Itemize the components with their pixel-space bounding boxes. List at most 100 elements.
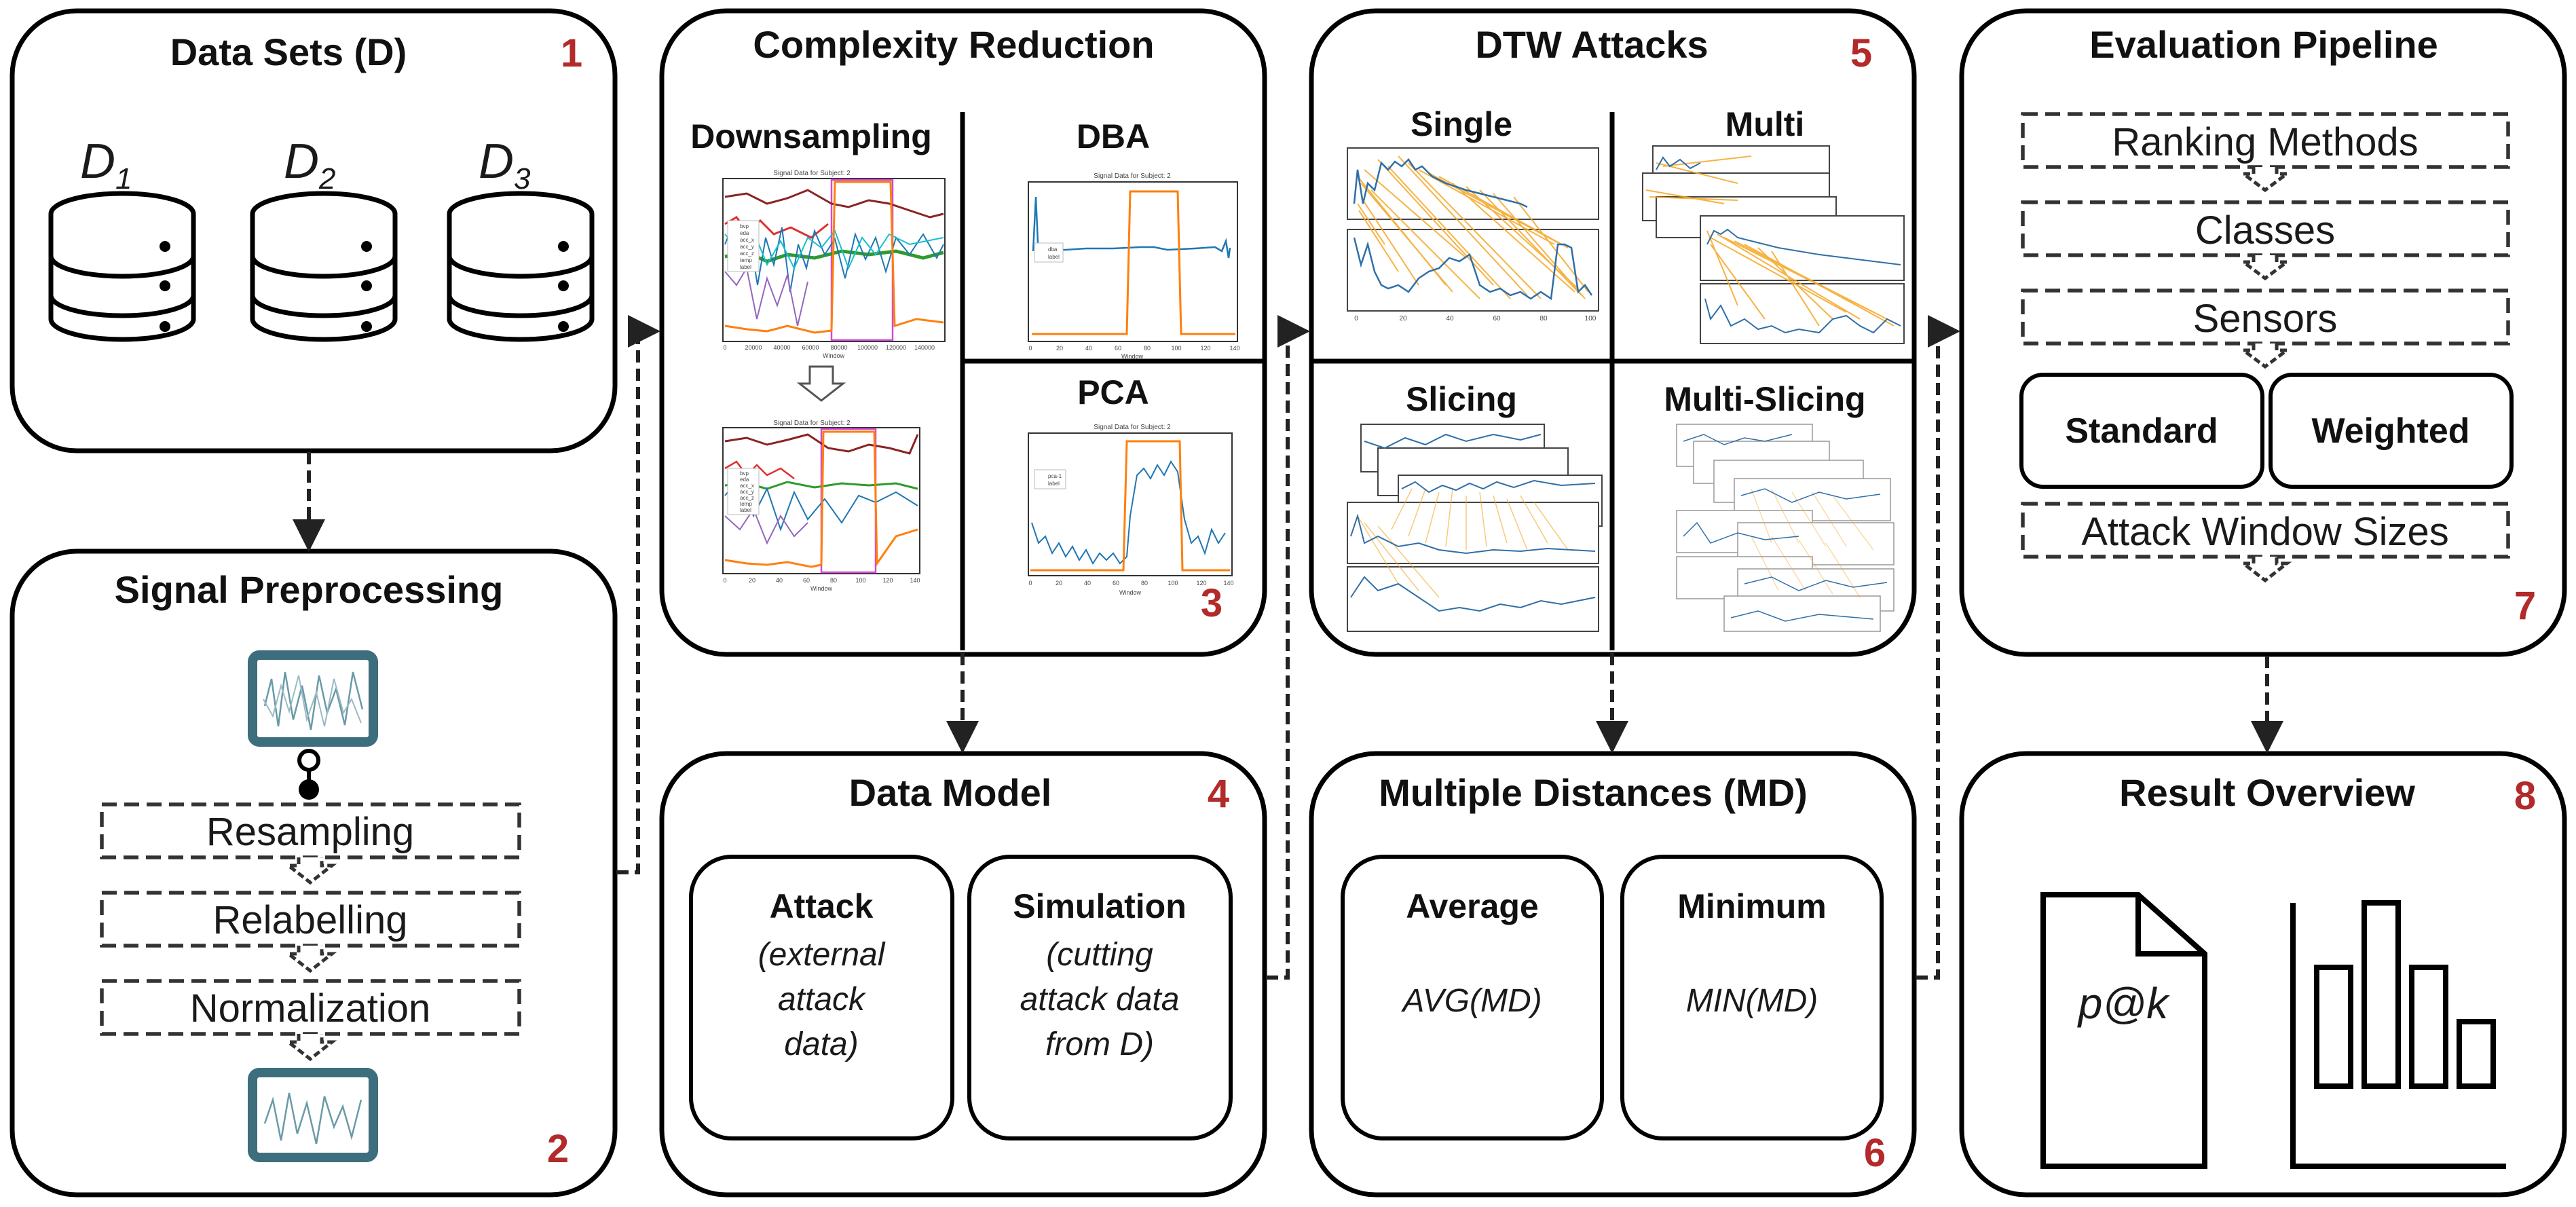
svg-text:20000: 20000 [745,344,762,351]
svg-text:Window: Window [810,585,833,592]
distances-panel: Multiple Distances (MD) 6 Average AVG(MD… [1311,754,1914,1195]
svg-text:attack: attack [778,982,867,1018]
svg-text:label: label [740,264,751,270]
svg-text:40: 40 [776,577,783,584]
dtw-title: DTW Attacks [1475,23,1708,66]
results-title: Result Overview [2119,771,2415,814]
svg-text:bvp: bvp [740,470,749,477]
simulation-box: Simulation (cutting attack data from D) [969,857,1231,1138]
multi-label: Multi [1725,105,1805,143]
complexity-title: Complexity Reduction [753,23,1154,66]
svg-text:Resampling: Resampling [206,810,414,854]
svg-text:dba: dba [1048,246,1058,253]
svg-text:Signal Data for Subject: 2: Signal Data for Subject: 2 [773,170,851,177]
signal-monitor-icon [253,655,373,742]
average-box: Average AVG(MD) [1343,857,1602,1138]
svg-text:100: 100 [855,577,865,584]
svg-text:40: 40 [1085,345,1092,352]
complexity-number: 3 [1201,581,1222,625]
single-label: Single [1411,105,1512,143]
svg-text:0: 0 [1028,580,1032,587]
svg-text:120: 120 [1200,345,1210,352]
classes-step: Classes [2023,202,2508,255]
svg-text:0: 0 [723,344,726,351]
svg-text:from D): from D) [1045,1026,1154,1062]
svg-text:100: 100 [1168,580,1178,587]
svg-text:80: 80 [1144,345,1151,352]
svg-text:Relabelling: Relabelling [213,898,408,942]
svg-text:acc_y: acc_y [740,244,754,250]
svg-text:Classes: Classes [2195,208,2335,253]
svg-text:60: 60 [803,577,810,584]
pca-plot: Signal Data for Subject: 2 pca-1 label 0… [1028,424,1234,596]
database-icon [253,193,395,339]
minimum-box: Minimum MIN(MD) [1622,857,1882,1138]
distances-title: Multiple Distances (MD) [1379,771,1808,814]
svg-text:20: 20 [1399,315,1407,322]
document-icon: p@k [2043,895,2205,1166]
results-panel: Result Overview 8 p@k [1962,754,2564,1195]
svg-text:100000: 100000 [857,344,878,351]
slicing-attack-plot [1347,424,1602,631]
svg-text:80: 80 [1539,315,1548,322]
standard-option: Standard [2021,375,2262,487]
svg-text:acc_y: acc_y [740,489,754,495]
svg-text:Minimum: Minimum [1677,887,1826,925]
svg-text:(external: (external [758,937,886,973]
svg-text:Window: Window [1121,353,1144,360]
svg-text:Window: Window [823,352,845,359]
svg-text:20: 20 [1056,580,1062,587]
resampling-step: Resampling [102,804,519,857]
svg-text:100: 100 [1171,345,1181,352]
svg-text:Simulation: Simulation [1013,887,1187,925]
svg-text:120000: 120000 [886,344,906,351]
svg-text:80: 80 [1141,580,1148,587]
svg-text:120: 120 [1196,580,1206,587]
svg-text:20: 20 [749,577,755,584]
svg-text:40: 40 [1084,580,1091,587]
svg-text:Signal Data for Subject: 2: Signal Data for Subject: 2 [773,420,851,427]
evaluation-panel: Evaluation Pipeline 7 Ranking Methods Cl… [1962,11,2564,654]
precision-at-k-label: p@k [2077,979,2171,1028]
svg-text:Weighted: Weighted [2311,411,2469,451]
dba-label: DBA [1077,117,1150,155]
preprocessing-panel: Signal Preprocessing 2 Resampling Relabe… [12,551,615,1195]
downsampling-raw-plot: Signal Data for Subject: 2 bvp eda acc_x… [723,170,945,359]
svg-text:data): data) [784,1026,858,1062]
data-model-number: 4 [1208,772,1229,816]
svg-text:40000: 40000 [773,344,790,351]
distances-number: 6 [1864,1131,1886,1175]
svg-text:label: label [1048,481,1060,487]
complexity-panel: Complexity Reduction 3 Downsampling DBA … [662,11,1265,654]
svg-text:60: 60 [1493,315,1501,322]
preprocessing-title: Signal Preprocessing [115,568,504,611]
svg-text:temp: temp [740,257,752,263]
svg-text:0: 0 [723,577,726,584]
svg-text:140: 140 [910,577,920,584]
dba-plot: Signal Data for Subject: 2 dba label 0 2… [1028,172,1240,360]
svg-text:Window: Window [1119,589,1142,596]
dtw-panel: DTW Attacks 5 Single Multi Slicing Multi… [1311,11,1914,654]
downsampling-reduced-plot: Signal Data for Subject: 2 bvp eda acc_x… [723,420,920,592]
svg-text:Sensors: Sensors [2193,297,2338,341]
database-icon [51,193,193,339]
svg-text:acc_z: acc_z [740,495,754,501]
svg-text:Standard: Standard [2065,411,2218,451]
svg-text:80: 80 [830,577,837,584]
downsampling-label: Downsampling [690,117,932,155]
svg-text:pca-1: pca-1 [1048,473,1062,479]
svg-text:bvp: bvp [740,223,749,229]
sensors-step: Sensors [2023,291,2508,343]
database-icon [449,193,592,339]
evaluation-number: 7 [2514,584,2536,628]
data-sets-number: 1 [561,31,582,75]
svg-text:Average: Average [1406,887,1538,925]
svg-text:eda: eda [740,477,749,483]
svg-text:140: 140 [1223,580,1233,587]
data-model-panel: Data Model 4 Attack (external attack dat… [662,754,1265,1195]
svg-text:0: 0 [1354,315,1358,322]
ranking-methods-step: Ranking Methods [2023,114,2508,167]
svg-text:MIN(MD): MIN(MD) [1686,983,1818,1019]
preprocessing-number: 2 [547,1127,569,1171]
